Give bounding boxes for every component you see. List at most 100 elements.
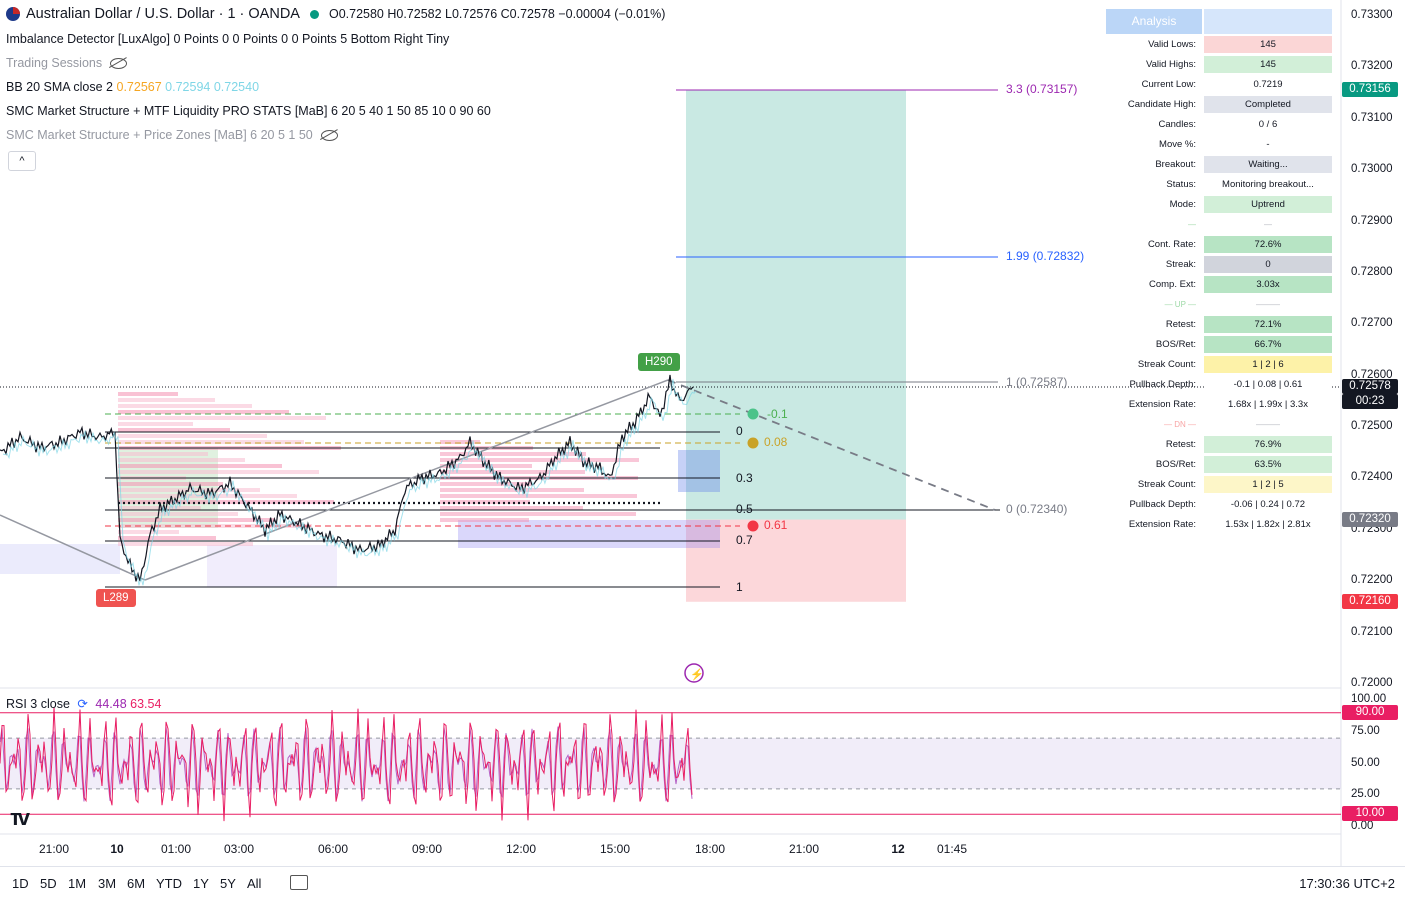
analysis-row-value: 145: [1204, 55, 1332, 73]
refresh-icon[interactable]: ⟳: [77, 697, 88, 711]
analysis-row-label: Streak Count:: [1137, 358, 1196, 370]
legend-rsi[interactable]: RSI 3 close ⟳ 44.48 63.54: [6, 696, 161, 711]
analysis-row: Breakout: Waiting...: [1106, 154, 1332, 174]
pullback-dot: [747, 408, 759, 420]
analysis-row: Comp. Ext: 3.03x: [1106, 274, 1332, 294]
analysis-row-value: 1.68x | 1.99x | 3.3x: [1204, 395, 1332, 413]
rsi-badge: 90.00: [1342, 704, 1398, 720]
position-target-zone: [686, 89, 906, 520]
volume-profile-bar: [118, 464, 282, 468]
legend-imbalance[interactable]: Imbalance Detector [LuxAlgo] 0 Points 0 …: [6, 32, 450, 46]
volume-profile-bar: [440, 470, 585, 474]
range-button[interactable]: 1M: [68, 876, 87, 891]
analysis-row-label: Pullback Depth:: [1129, 498, 1196, 510]
price-tick: 0.73200: [1351, 60, 1393, 73]
price-tick: 0.72600: [1351, 368, 1393, 381]
zone-box: [0, 544, 120, 574]
analysis-row: Move %: -: [1106, 134, 1332, 154]
range-button[interactable]: 1D: [12, 876, 29, 891]
time-tick: 12: [891, 842, 905, 856]
volume-profile-bar: [118, 500, 334, 504]
rsi-value-2: 63.54: [130, 697, 162, 711]
fib-level-label: 3.3 (0.73157): [1006, 82, 1078, 96]
hidden-eye-icon[interactable]: [320, 130, 338, 142]
time-tick: 21:00: [788, 842, 820, 856]
analysis-row: Streak Count: 1 | 2 | 6: [1106, 354, 1332, 374]
analysis-row-label: Retest:: [1165, 318, 1196, 330]
analysis-row-value: Waiting...: [1204, 155, 1332, 173]
analysis-row: Streak Count: 1 | 2 | 5: [1106, 474, 1332, 494]
analysis-row: Candidate High: Completed: [1106, 94, 1332, 114]
volume-profile-bar: [118, 410, 289, 414]
volume-profile-bar: [118, 542, 253, 546]
analysis-row-value: 0.7219: [1204, 75, 1332, 93]
analysis-row-value: Monitoring breakout...: [1204, 175, 1332, 193]
time-tick: 01:45: [936, 842, 968, 856]
volume-profile-bar: [118, 398, 215, 402]
rsi-tick: 100.00: [1351, 693, 1387, 705]
analysis-row-value: 1 | 2 | 5: [1204, 475, 1332, 493]
analysis-row: Retest: 72.1%: [1106, 314, 1332, 334]
legend-smc-zones[interactable]: SMC Market Structure + Price Zones [MaB]…: [6, 128, 338, 142]
range-button[interactable]: YTD: [156, 876, 182, 891]
pullback-dot: [747, 520, 759, 532]
analysis-row: Cont. Rate: 72.6%: [1106, 234, 1332, 254]
analysis-row-label: — UP —: [1164, 299, 1196, 309]
time-tick: 15:00: [599, 842, 631, 856]
analysis-table: Analysis Valid Lows: 145 Valid Highs: 145 Cu…: [1106, 9, 1332, 534]
range-button[interactable]: 5D: [40, 876, 57, 891]
analysis-row-value: ———: [1204, 295, 1332, 313]
hidden-eye-icon[interactable]: [110, 58, 128, 70]
pullback-level-label: 0.7: [736, 533, 753, 547]
collapse-legend-button[interactable]: ^: [8, 151, 36, 171]
bb-label: BB 20 SMA close 2: [6, 80, 114, 94]
analysis-row: Streak: 0: [1106, 254, 1332, 274]
range-button[interactable]: 1Y: [193, 876, 209, 891]
analysis-row-label: Current Low:: [1141, 78, 1196, 90]
volume-profile-bar: [118, 458, 245, 462]
symbol-title[interactable]: Australian Dollar / U.S. Dollar · 1 · OA…: [26, 6, 300, 22]
volume-profile-bar: [118, 428, 230, 432]
volume-profile-bar: [118, 518, 275, 522]
legend-sessions[interactable]: Trading Sessions: [6, 56, 128, 70]
smc-zones-label: SMC Market Structure + Price Zones [MaB]…: [6, 128, 313, 142]
analysis-row-value: ———: [1204, 415, 1332, 433]
legend-bb[interactable]: BB 20 SMA close 2 0.72567 0.72594 0.7254…: [6, 80, 259, 94]
fib-level-label: 1 (0.72587): [1006, 375, 1068, 389]
analysis-row: Extension Rate: 1.68x | 1.99x | 3.3x: [1106, 394, 1332, 414]
range-button[interactable]: All: [247, 876, 262, 891]
analysis-row: Mode: Uptrend: [1106, 194, 1332, 214]
analysis-row: — UP — ———: [1106, 294, 1332, 314]
volume-profile-bar: [118, 452, 208, 456]
clock: 17:30:36 UTC+2: [1299, 876, 1395, 891]
legend-smc[interactable]: SMC Market Structure + MTF Liquidity PRO…: [6, 104, 491, 118]
volume-profile-bar: [118, 470, 319, 474]
volume-profile-bar: [118, 392, 178, 396]
range-button[interactable]: 3M: [98, 876, 117, 891]
analysis-row-value: -: [1204, 135, 1332, 153]
analysis-row-label: Candles:: [1158, 118, 1197, 130]
analysis-row: Status: Monitoring breakout...: [1106, 174, 1332, 194]
analysis-row-value: Completed: [1204, 95, 1332, 113]
price-tick: 0.72500: [1351, 420, 1393, 433]
analysis-row-label: Mode:: [1169, 198, 1196, 210]
volume-profile-bar: [118, 434, 267, 438]
range-button[interactable]: 5Y: [220, 876, 236, 891]
range-button[interactable]: 6M: [127, 876, 146, 891]
analysis-row-label: Retest:: [1165, 438, 1196, 450]
pullback-level-label: 0.61: [764, 518, 788, 532]
calendar-icon[interactable]: [290, 875, 308, 890]
analysis-row-value: 3.03x: [1204, 275, 1332, 293]
time-tick: 09:00: [411, 842, 443, 856]
rsi-series: [0, 707, 693, 822]
analysis-row: Pullback Depth: -0.1 | 0.08 | 0.61: [1106, 374, 1332, 394]
bb-value-1: 0.72567: [116, 80, 162, 94]
price-tick: 0.72700: [1351, 317, 1393, 330]
time-tick: 06:00: [317, 842, 349, 856]
time-tick: 01:00: [160, 842, 192, 856]
analysis-row-label: Valid Lows:: [1148, 38, 1196, 50]
analysis-row-label: Cont. Rate:: [1147, 238, 1196, 250]
price-badge: 0.72160: [1342, 593, 1398, 609]
pullback-level-label: 0.08: [764, 435, 788, 449]
